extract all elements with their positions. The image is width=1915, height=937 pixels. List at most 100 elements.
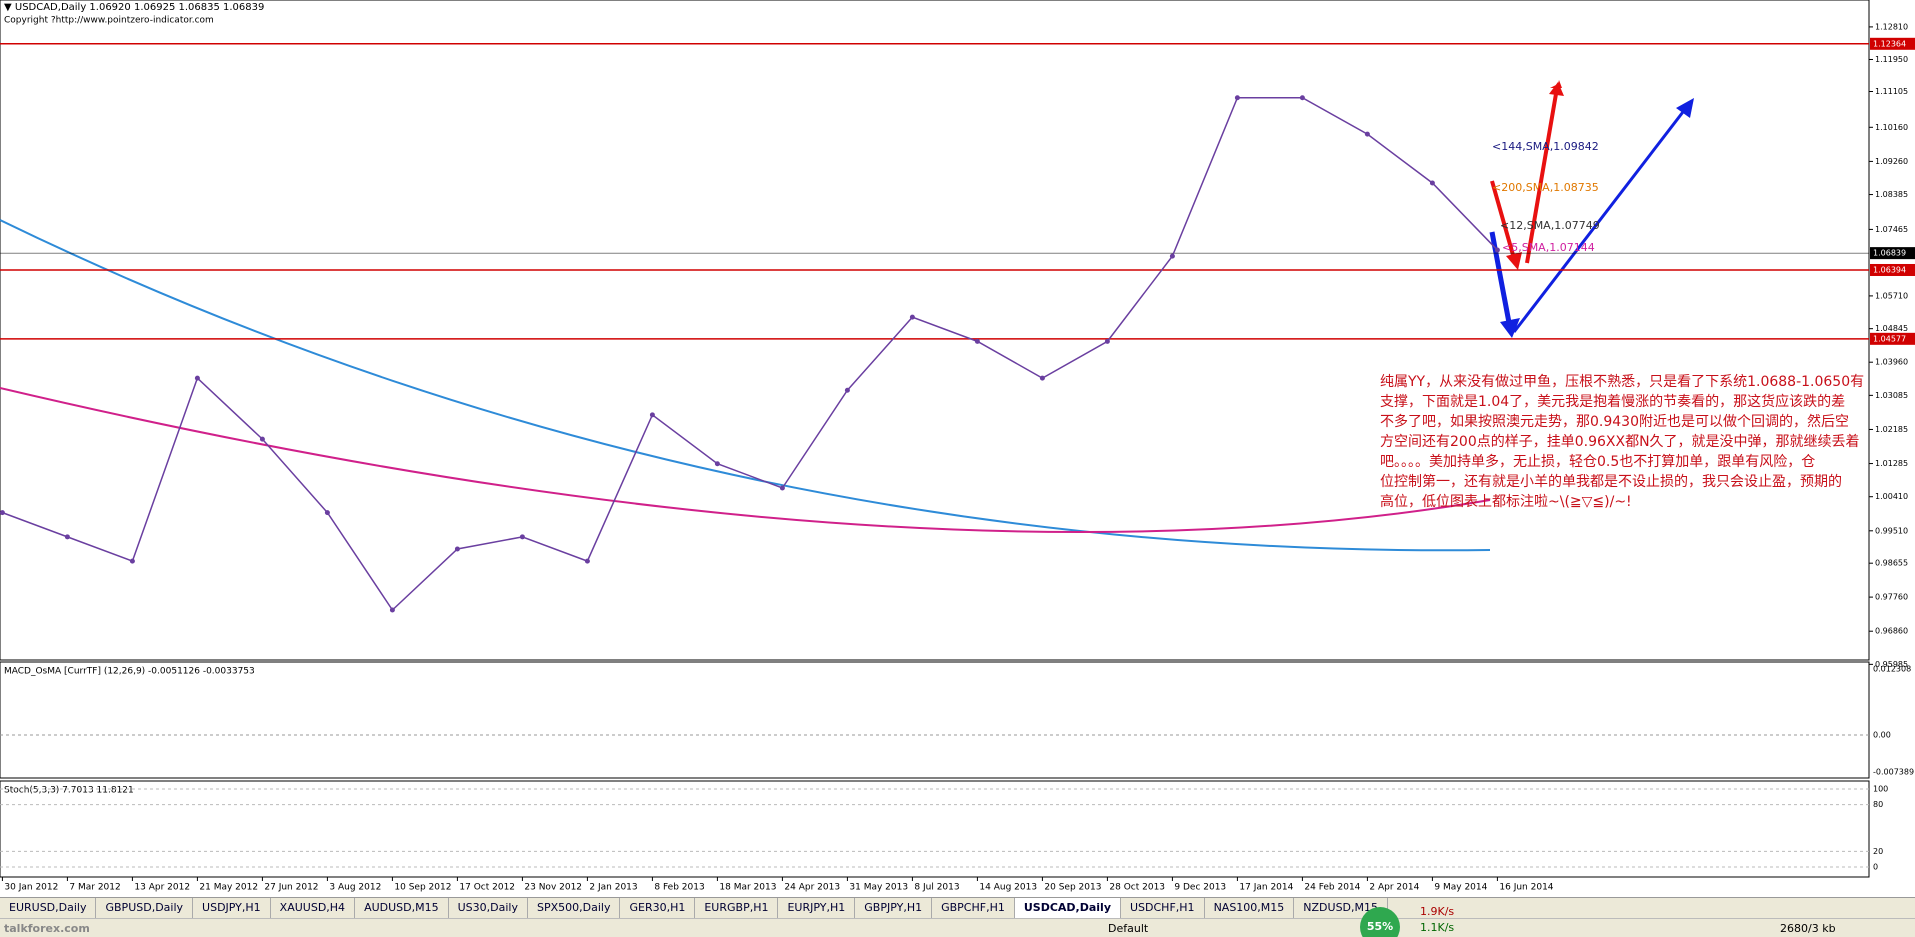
y-tick-label: 1.11950 xyxy=(1875,55,1908,64)
y-tick-label: 1.05710 xyxy=(1875,291,1908,300)
cpu-indicator: 55% xyxy=(1360,907,1400,937)
annotation-line: 高位，低位图表上都标注啦~\(≧▽≦)/~! xyxy=(1380,494,1632,510)
annotation-line: 支撑，下面就是1.04了，美元我是抱着慢涨的节奏看的，那这货应该跌的差 xyxy=(1380,394,1846,410)
y-tick-label: 1.01285 xyxy=(1875,459,1908,468)
x-tick-label: 9 May 2014 xyxy=(1434,883,1487,893)
x-tick-label: 16 Jun 2014 xyxy=(1499,883,1553,893)
main-pane xyxy=(0,0,1870,661)
y-tick-label: 0.95985 xyxy=(1875,660,1908,669)
annotation-line: 方空间还有200点的样子，挂单0.96XX都N久了，就是没中弹，那就继续丢着 xyxy=(1380,434,1860,450)
chart-tab[interactable]: EURJPY,H1 xyxy=(778,898,856,918)
price-point xyxy=(714,461,720,467)
profile: Default xyxy=(1108,922,1149,935)
stoch-pane xyxy=(0,780,1870,878)
price-point xyxy=(129,558,135,564)
trend-curve xyxy=(0,219,1491,552)
price-point xyxy=(779,485,785,491)
chart-tab[interactable]: SPX500,Daily xyxy=(528,898,621,918)
chart-tab[interactable]: NAS100,M15 xyxy=(1205,898,1295,918)
drawn-arrow xyxy=(1525,87,1559,264)
arrow-head xyxy=(1506,252,1522,270)
x-tick-label: 8 Feb 2013 xyxy=(654,883,704,893)
chart-tabs: EURUSD,Daily GBPUSD,Daily USDJPY,H1 XAUUSD,… xyxy=(0,897,1915,918)
level-label: 1.06394 xyxy=(1873,265,1906,274)
x-tick-label: 10 Sep 2012 xyxy=(394,883,451,893)
price-point xyxy=(324,510,330,516)
chart-tab[interactable]: USDCHF,H1 xyxy=(1121,898,1205,918)
chart-tab[interactable]: EURGBP,H1 xyxy=(695,898,779,918)
y-tick-label: 1.07465 xyxy=(1875,225,1908,234)
download-speed: 1.1K/s xyxy=(1420,921,1455,934)
traffic: 2680/3 kb xyxy=(1780,922,1836,935)
y-tick-label: 1.10160 xyxy=(1875,123,1908,132)
annotation-line: 位控制第一，还有就是小羊的单我都是不设止损的，我只会设止盈，预期的 xyxy=(1380,474,1842,490)
x-tick-label: 9 Dec 2013 xyxy=(1174,883,1226,893)
x-tick-label: 2 Jan 2013 xyxy=(589,883,637,893)
level-tag xyxy=(1870,332,1915,345)
chart-tab[interactable]: EURUSD,Daily xyxy=(0,898,97,918)
chart-tab[interactable]: XAUUSD,H4 xyxy=(271,898,356,918)
price-point xyxy=(1364,131,1370,137)
y-tick-label: 1.03960 xyxy=(1875,358,1908,367)
chart-tab[interactable]: US30,Daily xyxy=(449,898,528,918)
level-tag xyxy=(1870,247,1915,260)
y-tick-label: 1.03085 xyxy=(1875,391,1908,400)
y-tick-label: 1.11105 xyxy=(1875,87,1908,96)
drawn-arrow xyxy=(1512,107,1688,333)
level-tag xyxy=(1870,37,1915,50)
x-tick-label: 8 Jul 2013 xyxy=(914,883,959,893)
x-tick-label: 27 Jun 2012 xyxy=(264,883,318,893)
y-tick-label: 1.08385 xyxy=(1875,190,1908,199)
x-tick-label: 13 Apr 2012 xyxy=(134,883,190,893)
copyright: Copyright ?http://www.pointzero-indicato… xyxy=(4,16,214,26)
level-label: 1.06839 xyxy=(1873,249,1906,258)
annotation-line: 纯属YY，从来没有做过甲鱼，压根不熟悉，只是看了下系统1.0688-1.0650… xyxy=(1380,374,1865,390)
x-tick-label: 21 May 2012 xyxy=(199,883,258,893)
stoch-label: Stoch(5,3,3) 7.7013 11.8121 xyxy=(4,786,134,796)
drawn-arrow xyxy=(1490,180,1517,263)
stoch-tick-label: 100 xyxy=(1873,785,1888,794)
price-point xyxy=(1494,247,1500,253)
y-tick-label: 0.96860 xyxy=(1875,627,1908,636)
price-point xyxy=(0,510,5,516)
ma-label: <5,SMA,1.07144 xyxy=(1502,241,1595,254)
chart-tab[interactable]: GBPJPY,H1 xyxy=(855,898,933,918)
annotation-text: 纯属YY，从来没有做过甲鱼，压根不熟悉，只是看了下系统1.0688-1.0650… xyxy=(1380,372,1915,512)
ma-label: <144,SMA,1.09842 xyxy=(1492,140,1599,153)
x-tick-label: 17 Oct 2012 xyxy=(459,883,515,893)
x-tick-label: 28 Oct 2013 xyxy=(1109,883,1165,893)
chart-tab[interactable]: GBPCHF,H1 xyxy=(932,898,1015,918)
x-tick-label: 24 Feb 2014 xyxy=(1304,883,1360,893)
stoch-tick-label: 80 xyxy=(1873,800,1883,809)
price-point xyxy=(1104,338,1110,344)
price-point xyxy=(1299,95,1305,101)
price-point xyxy=(389,607,395,613)
status-bar: talkforex.com 55% 1.9K/s 1.1K/s Default … xyxy=(0,905,1915,937)
level-tag xyxy=(1870,263,1915,276)
chart-tab[interactable]: USDCAD,Daily xyxy=(1014,898,1121,918)
x-tick-label: 2 Apr 2014 xyxy=(1369,883,1419,893)
y-tick-label: 1.02185 xyxy=(1875,425,1908,434)
stoch-tick-label: 20 xyxy=(1873,847,1883,856)
x-tick-label: 14 Aug 2013 xyxy=(979,883,1037,893)
price-point xyxy=(1429,180,1435,186)
y-tick-label: 0.97760 xyxy=(1875,593,1908,602)
x-tick-label: 20 Sep 2013 xyxy=(1044,883,1101,893)
x-tick-label: 23 Nov 2012 xyxy=(524,883,582,893)
macd-pane xyxy=(0,661,1870,779)
chart-tab[interactable]: USDJPY,H1 xyxy=(193,898,271,918)
chart-tab[interactable]: AUDUSD,M15 xyxy=(355,898,449,918)
arrow-head xyxy=(1500,318,1520,338)
y-tick-label: 0.99510 xyxy=(1875,526,1908,535)
x-tick-label: 24 Apr 2013 xyxy=(784,883,840,893)
price-line xyxy=(2,96,1498,612)
chart-tab[interactable]: GER30,H1 xyxy=(620,898,696,918)
upload-speed: 1.9K/s xyxy=(1420,905,1455,918)
y-tick-label: 1.12810 xyxy=(1875,22,1908,31)
arrow-head xyxy=(1549,82,1564,96)
price-point xyxy=(649,412,655,418)
ma-label: <200,SMA,1.08735 xyxy=(1492,181,1599,194)
y-tick-label: 1.04845 xyxy=(1875,324,1908,333)
chart-tab[interactable]: GBPUSD,Daily xyxy=(96,898,194,918)
